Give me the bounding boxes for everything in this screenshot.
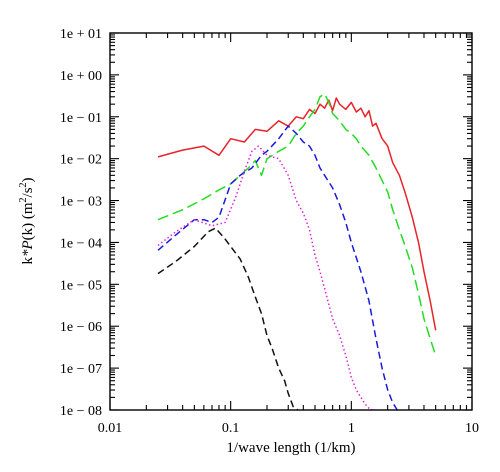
series-layer: [157, 93, 437, 410]
y-tick-label: 1e − 02: [60, 153, 102, 168]
series-line-5: [157, 227, 299, 410]
tick-labels-layer: 0.01 0.1 1 10 1e + 01 1e + 00 1e − 01 1e − 02 1e…: [60, 27, 479, 436]
series-line-1: [157, 97, 437, 331]
series-line-3: [157, 125, 398, 410]
series-line-2: [157, 93, 437, 356]
y-tick-label: 1e − 05: [60, 278, 102, 293]
x-tick-label: 0.1: [222, 421, 240, 436]
y-tick-label: 1e + 00: [60, 69, 102, 84]
y-tick-label: 1e − 08: [60, 404, 102, 419]
x-axis-title: 1/wave length (1/km): [226, 440, 355, 456]
x-tick-label: 10: [465, 421, 479, 436]
y-tick-label: 1e − 07: [60, 362, 102, 377]
y-tick-label: 1e + 01: [60, 27, 102, 42]
y-tick-label: 1e − 03: [60, 195, 102, 210]
y-tick-label: 1e − 01: [60, 111, 102, 126]
y-tick-label: 1e − 04: [60, 236, 102, 251]
plot-frame: [109, 32, 473, 411]
x-tick-label: 0.01: [98, 421, 123, 436]
ticks-layer: [109, 32, 473, 411]
y-axis-title: k*P(k) (m2/s2): [18, 177, 36, 264]
x-tick-label: 1: [348, 421, 355, 436]
y-tick-label: 1e − 06: [60, 320, 102, 335]
